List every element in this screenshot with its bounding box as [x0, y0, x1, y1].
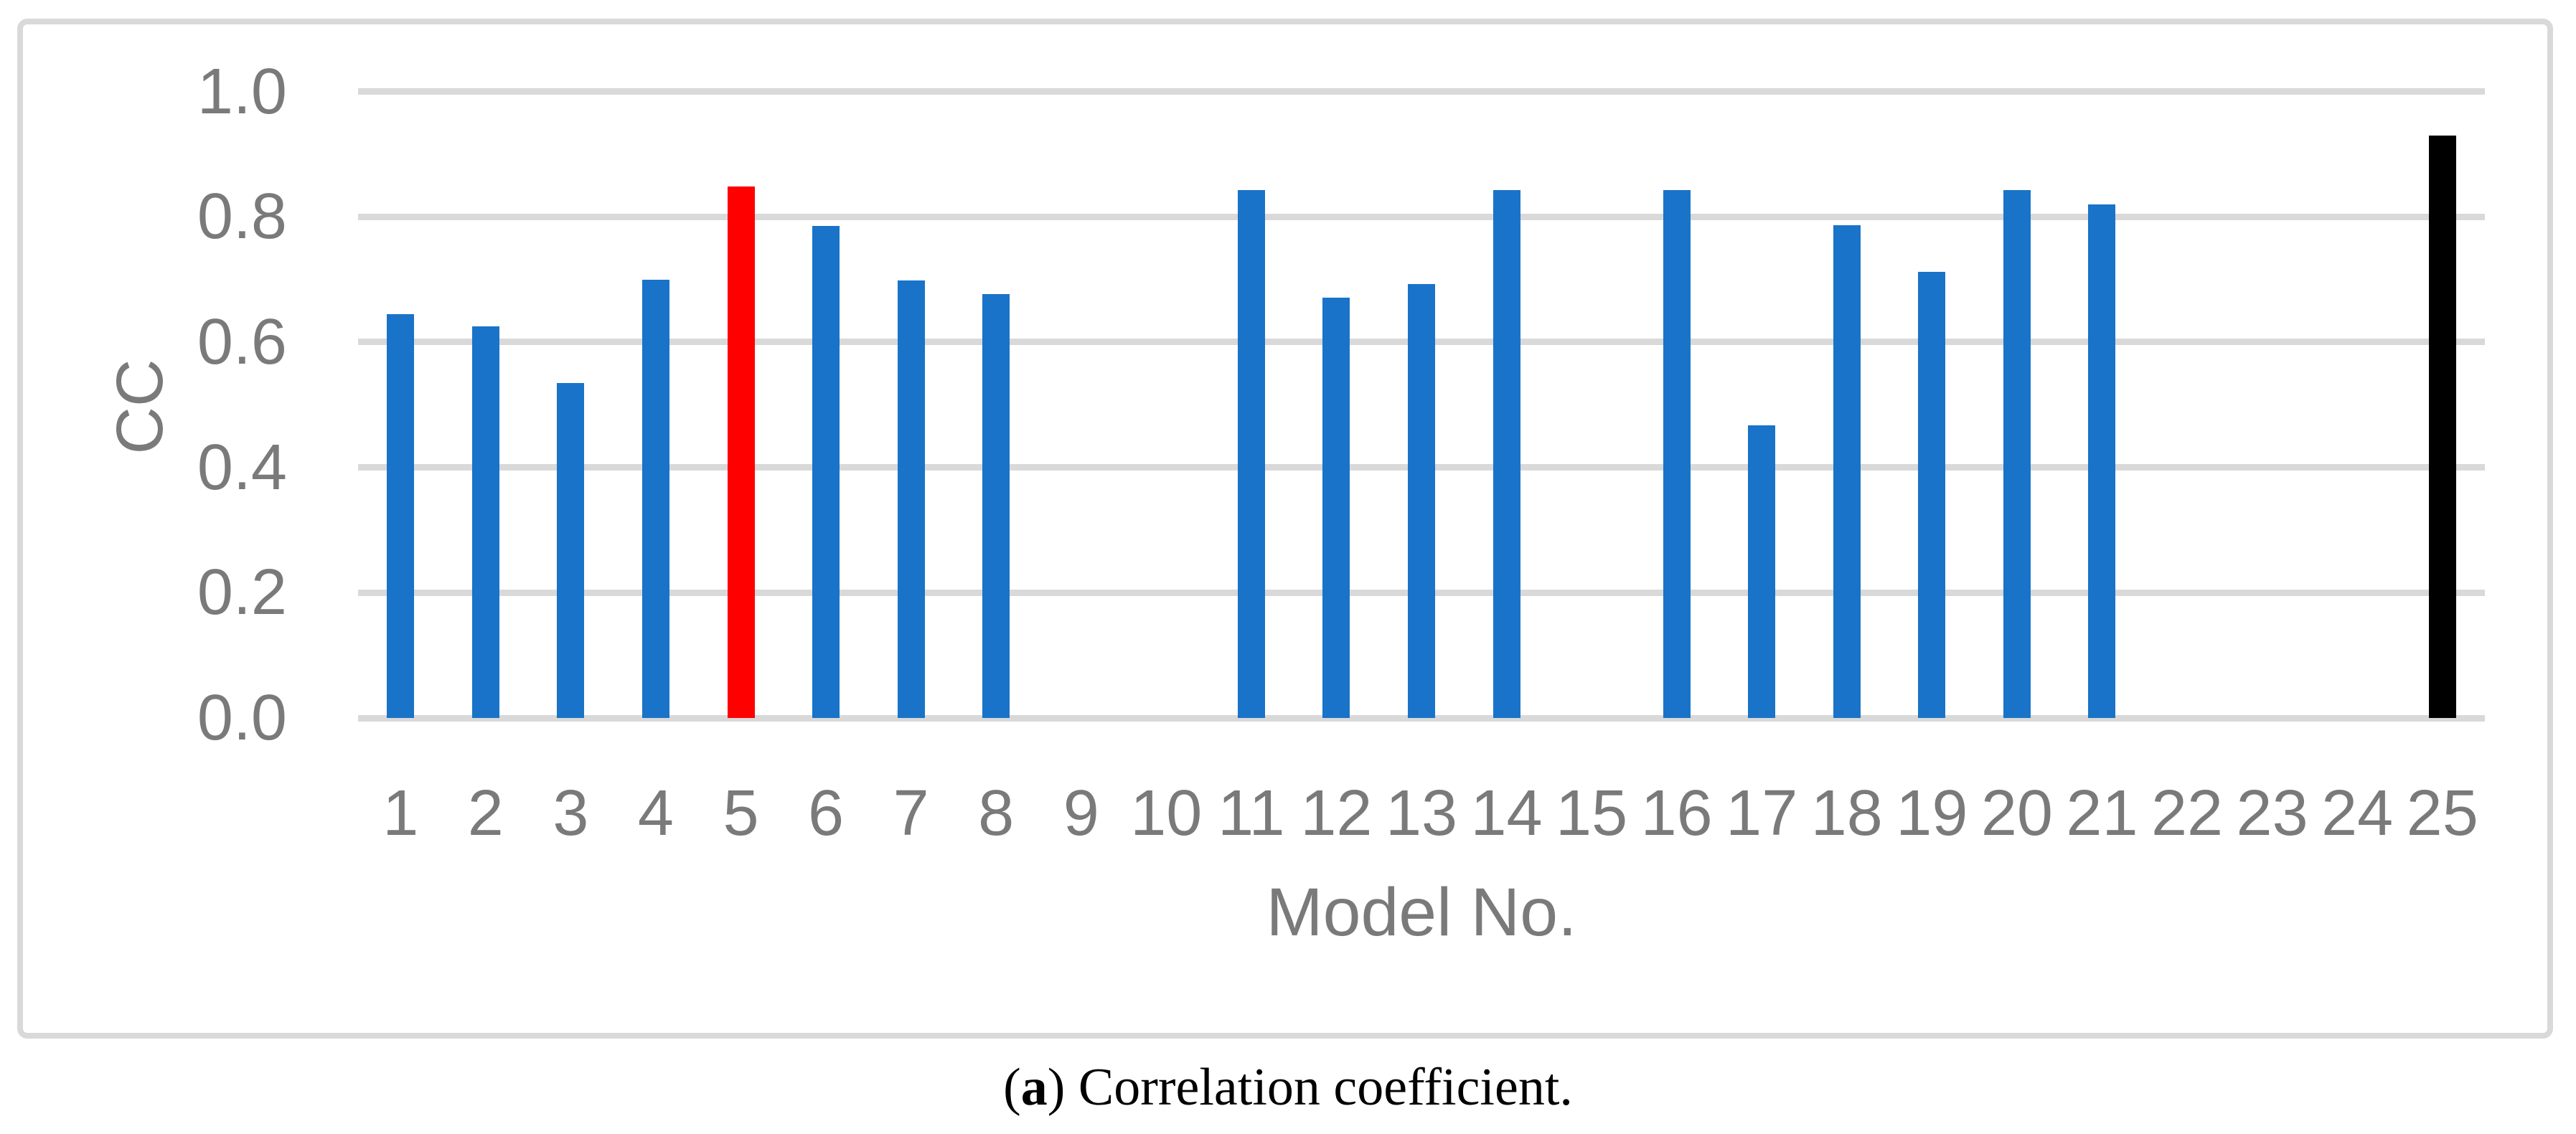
x-axis-tick-label-13: 13: [1385, 778, 1458, 849]
bar-model-14: [1493, 189, 1520, 718]
bar-model-4: [641, 279, 669, 718]
x-axis-tick-label-15: 15: [1556, 778, 1628, 849]
bar-model-18: [1833, 225, 1861, 718]
x-axis-tick-label-25: 25: [2406, 778, 2478, 849]
x-axis-tick-label-4: 4: [637, 778, 674, 849]
bar-model-7: [897, 280, 925, 718]
x-axis-tick-label-14: 14: [1470, 778, 1543, 849]
x-axis-tick-label-19: 19: [1896, 778, 1968, 849]
bar-model-19: [1918, 272, 1946, 718]
chart-frame: [17, 19, 2553, 1039]
bar-model-17: [1748, 425, 1776, 718]
bar-model-21: [2088, 204, 2116, 718]
figure-caption: (a) Correlation coefficient.: [0, 1053, 2576, 1122]
y-axis-tick-label: 0.8: [197, 181, 287, 253]
bar-model-3: [557, 382, 585, 718]
bar-model-11: [1237, 189, 1265, 718]
x-axis-tick-label-1: 1: [382, 778, 419, 849]
gridline: [358, 88, 2485, 95]
caption-open-paren: (: [1003, 1058, 1021, 1117]
x-axis-tick-label-6: 6: [808, 778, 845, 849]
bar-model-1: [387, 313, 415, 718]
x-axis-line: [358, 714, 2485, 722]
y-axis-tick-label: 0.2: [197, 557, 287, 629]
y-axis-tick-label: 1.0: [197, 55, 287, 128]
bar-model-2: [471, 326, 499, 718]
x-axis-tick-label-24: 24: [2321, 778, 2394, 849]
x-axis-tick-label-12: 12: [1300, 778, 1373, 849]
x-axis-tick-label-8: 8: [978, 778, 1015, 849]
x-axis-tick-label-17: 17: [1726, 778, 1798, 849]
bar-model-20: [2003, 189, 2031, 718]
x-axis-tick-label-10: 10: [1130, 778, 1203, 849]
x-axis-tick-label-21: 21: [2066, 778, 2138, 849]
caption-text: ) Correlation coefficient.: [1047, 1058, 1573, 1117]
x-axis-tick-label-22: 22: [2150, 778, 2224, 849]
x-axis-tick-label-20: 20: [1980, 778, 2053, 849]
x-axis-tick-label-2: 2: [467, 778, 504, 849]
bar-model-25-highlighted-black: [2428, 135, 2456, 718]
x-axis-tick-label-3: 3: [553, 778, 589, 849]
y-axis-tick-label: 0.4: [197, 431, 287, 504]
bar-model-8: [982, 293, 1010, 718]
y-axis-tick-label: 0.6: [197, 306, 287, 378]
gridline: [358, 213, 2485, 220]
x-axis-tick-label-11: 11: [1218, 778, 1285, 849]
bar-model-6: [812, 226, 840, 718]
x-axis-tick-label-16: 16: [1640, 778, 1713, 849]
x-axis-tick-label-18: 18: [1810, 778, 1883, 849]
bar-model-13: [1408, 283, 1435, 718]
caption-panel-label: a: [1020, 1058, 1048, 1117]
y-axis-tick-label: 0.0: [197, 682, 287, 754]
bar-model-5-highlighted-red: [727, 186, 755, 718]
bar-model-12: [1322, 297, 1350, 718]
x-axis-tick-label-23: 23: [2236, 778, 2308, 849]
x-axis-tick-label-9: 9: [1063, 778, 1099, 849]
x-axis-tick-label-7: 7: [893, 778, 929, 849]
x-axis-tick-label-5: 5: [723, 778, 759, 849]
y-axis-title-text: CC: [103, 359, 177, 455]
bar-model-16: [1663, 189, 1691, 718]
x-axis-title: Model No.: [1266, 874, 1577, 950]
